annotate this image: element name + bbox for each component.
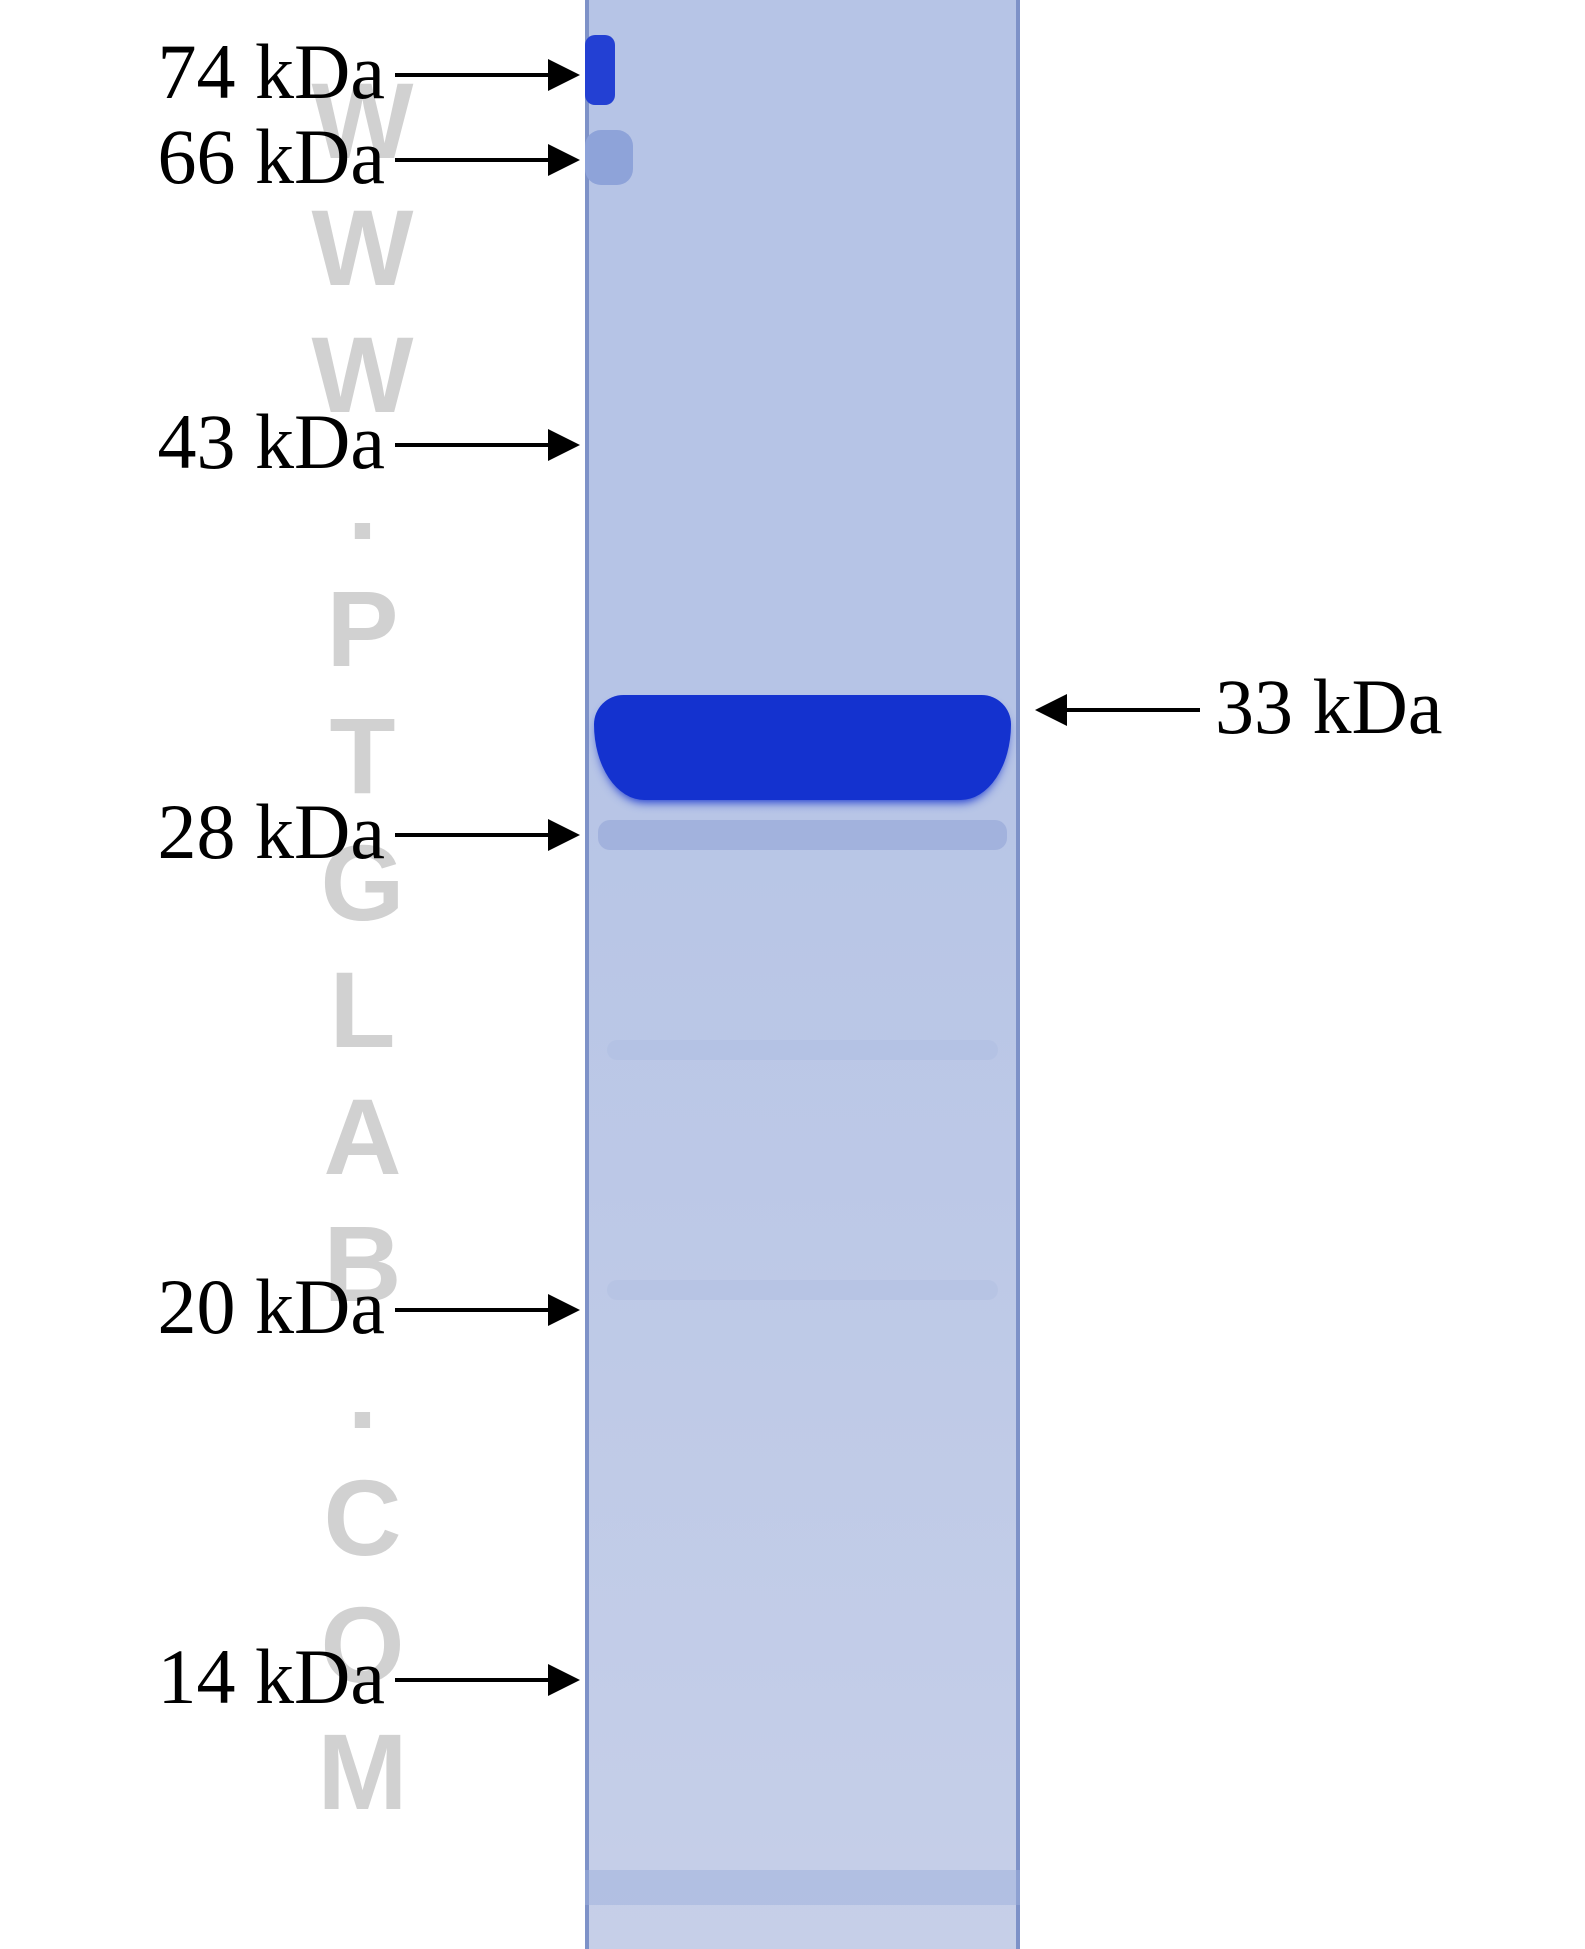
marker-arrow — [395, 819, 580, 851]
left-marker-label: 14 kDa — [158, 1632, 385, 1722]
gel-figure: WWW.PTGLAB.COM 74 kDa66 kDa43 kDa28 kDa2… — [0, 0, 1585, 1949]
left-marker-label: 66 kDa — [158, 112, 385, 202]
marker-arrow — [395, 59, 580, 91]
marker-arrow — [395, 1294, 580, 1326]
right-marker-label: 33 kDa — [1215, 662, 1442, 752]
left-marker-label: 20 kDa — [158, 1262, 385, 1352]
marker-arrow — [1035, 694, 1200, 726]
band-faint-streak-2 — [607, 1280, 999, 1300]
band-dye-front — [585, 1870, 1020, 1905]
marker-arrow — [395, 144, 580, 176]
left-marker-label: 28 kDa — [158, 787, 385, 877]
marker-arrow — [395, 1664, 580, 1696]
band-target-band-33 — [594, 695, 1012, 800]
band-faint-28 — [598, 820, 1007, 850]
left-marker-label: 43 kDa — [158, 397, 385, 487]
left-marker-label: 74 kDa — [158, 27, 385, 117]
gel-lane — [585, 0, 1020, 1949]
band-marker-74-spill — [585, 35, 615, 105]
band-faint-streak-1 — [607, 1040, 999, 1060]
band-marker-66-spill — [585, 130, 633, 185]
marker-arrow — [395, 429, 580, 461]
